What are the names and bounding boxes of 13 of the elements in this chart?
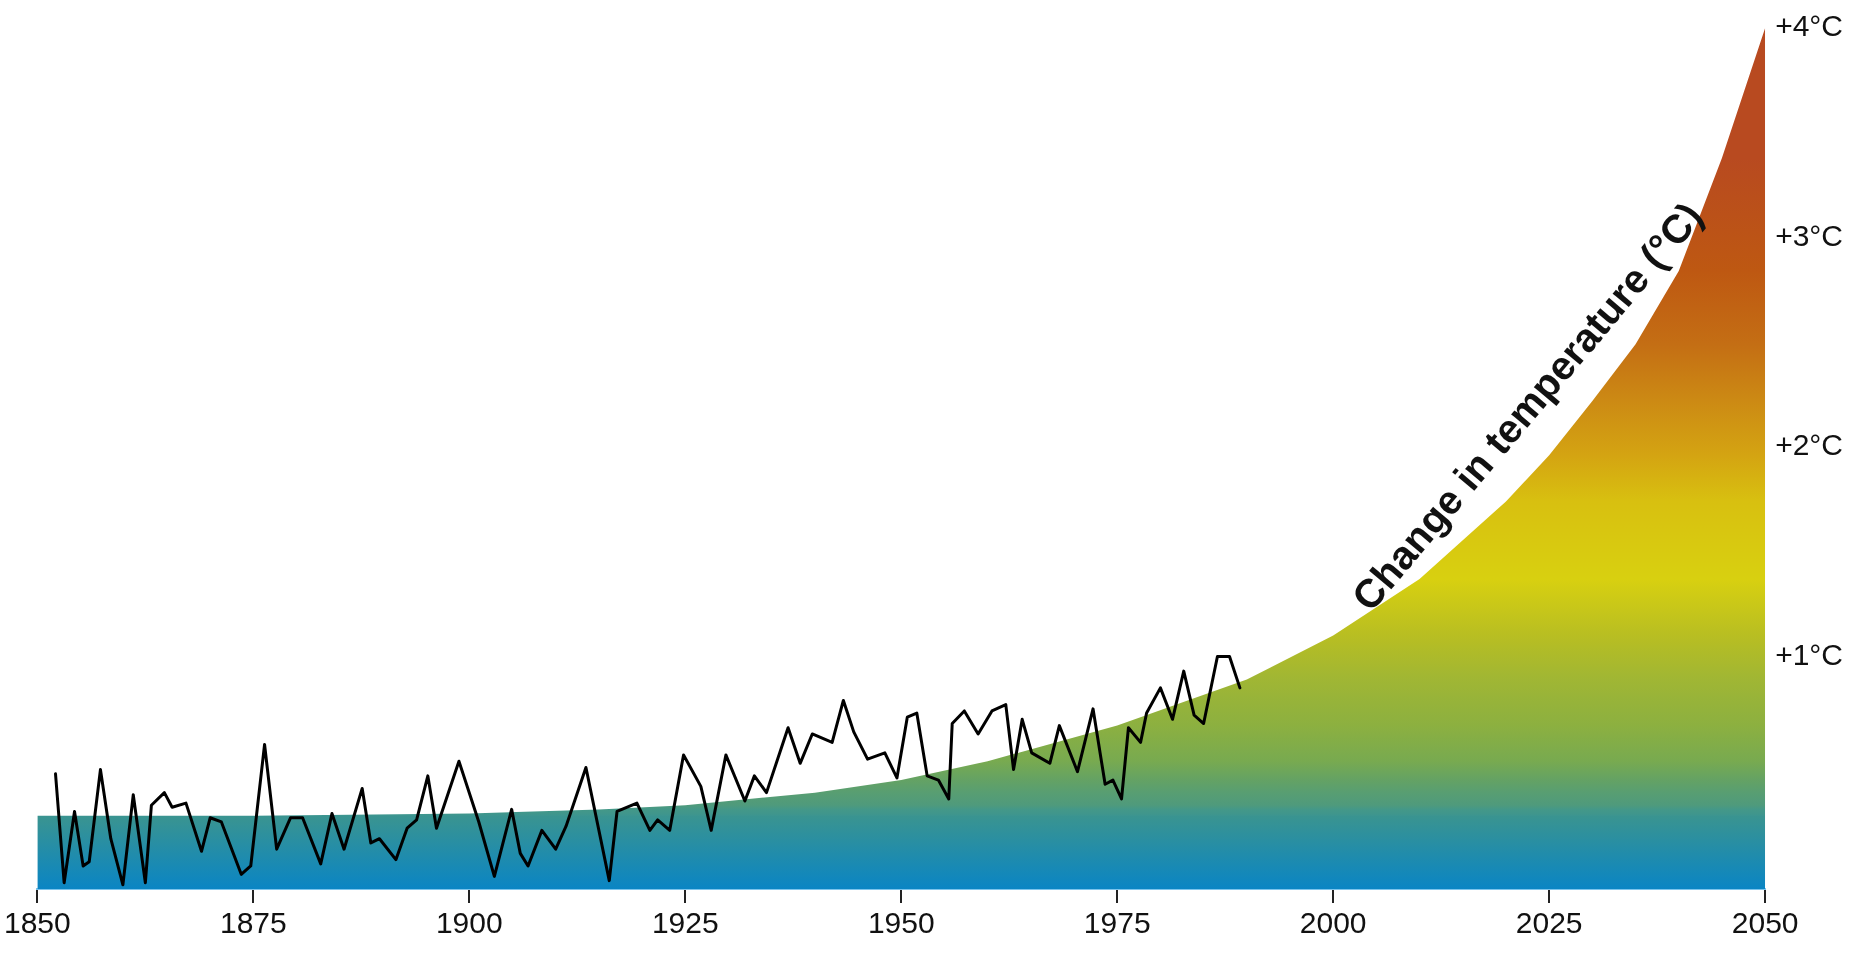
x-tick-label: 1975 [1083,906,1151,940]
x-tick-label: 1925 [651,906,719,940]
x-tick-label: 1875 [219,906,287,940]
y-tick-label: +1°C [1775,637,1844,671]
y-tick-label: +2°C [1775,428,1844,462]
x-tick-label: 1900 [435,906,503,940]
x-tick-label: 2025 [1515,906,1583,940]
x-tick-label: 1950 [867,906,935,940]
y-tick-label: +3°C [1775,218,1844,252]
x-tick-label: 1850 [3,906,71,940]
y-tick-label: +4°C [1775,9,1844,43]
x-tick-label: 2050 [1731,906,1799,940]
x-tick-label: 2000 [1299,906,1367,940]
